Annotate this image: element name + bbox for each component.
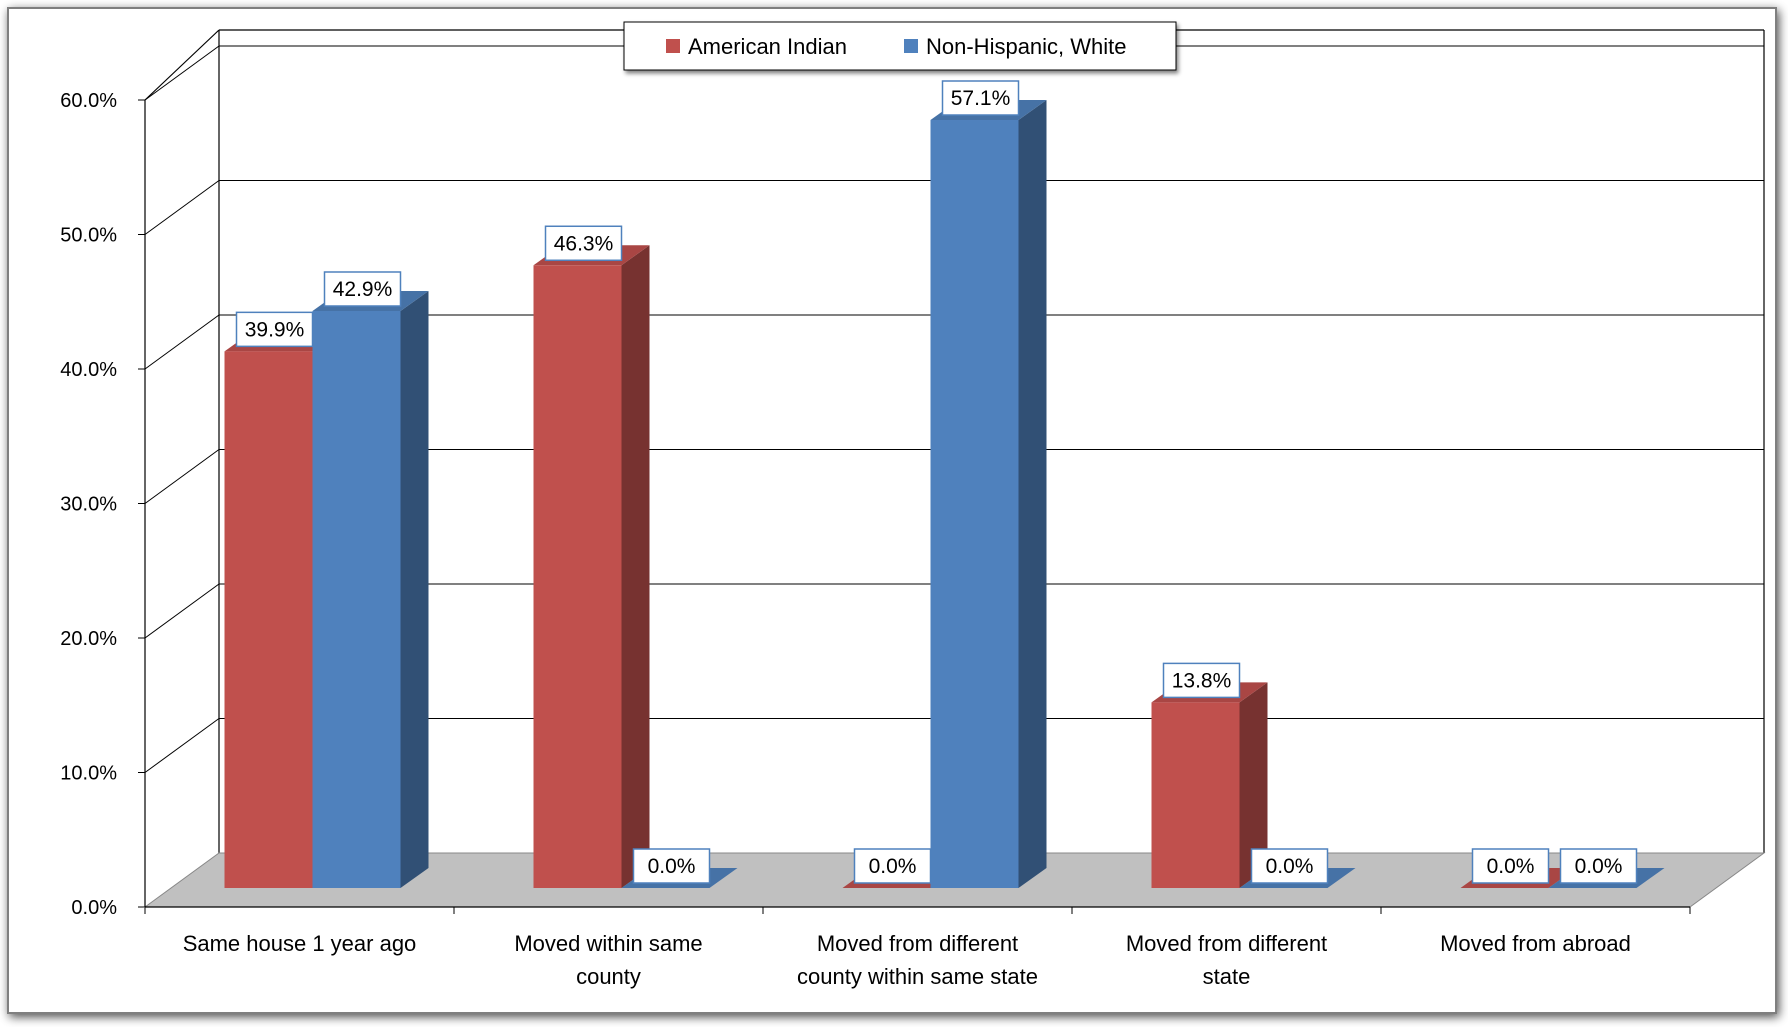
bar <box>533 265 622 888</box>
data-label-box <box>632 848 711 884</box>
gridline-side <box>144 718 220 773</box>
data-label: 0.0% <box>869 855 917 878</box>
data-label: 57.1% <box>951 87 1011 110</box>
legend-label: Non-Hispanic, White <box>926 34 1127 59</box>
data-label: 0.0% <box>1575 855 1623 878</box>
x-category-label: county within same state <box>797 964 1038 989</box>
y-tick-label: 0.0% <box>71 897 117 919</box>
bar <box>312 310 401 888</box>
data-label: 0.0% <box>1266 855 1314 878</box>
legend-label: American Indian <box>688 34 847 59</box>
data-label: 42.9% <box>333 278 393 301</box>
x-category-label: state <box>1203 964 1251 989</box>
bar-side <box>1239 682 1268 888</box>
x-category-label: Moved within same <box>514 931 702 956</box>
data-label-box <box>941 80 1020 116</box>
x-category-label: Moved from different <box>1126 931 1327 956</box>
data-label: 39.9% <box>245 318 305 341</box>
data-label: 13.8% <box>1172 669 1232 692</box>
y-tick-label: 30.0% <box>60 494 117 516</box>
data-label-box <box>1559 848 1638 884</box>
side-wall-top-edge <box>144 29 220 101</box>
x-category-label: Moved from different <box>817 931 1018 956</box>
gridline-side <box>144 180 220 235</box>
data-label: 0.0% <box>1487 855 1535 878</box>
y-tick-label: 10.0% <box>60 763 117 785</box>
x-category-label: county <box>576 964 641 989</box>
x-category-label: Moved from abroad <box>1440 931 1631 956</box>
data-label-box <box>1162 662 1241 699</box>
bar <box>930 120 1019 888</box>
bar-side <box>1018 100 1047 888</box>
legend-swatch <box>666 39 680 53</box>
gridline-side <box>144 583 220 639</box>
plot-area: 0.0% 10.0% 20.0% 30.0% 40.0% 50.0% 60.0% Same h… <box>60 29 1766 989</box>
data-label-box <box>323 271 402 307</box>
gridline-side <box>144 314 220 370</box>
data-label: 0.0% <box>648 855 696 878</box>
gridline-side <box>144 45 220 101</box>
data-label: 46.3% <box>554 232 614 255</box>
legend: American Indian Non-Hispanic, White <box>623 21 1177 71</box>
y-tick-label: 60.0% <box>60 90 117 112</box>
legend-box <box>623 21 1177 71</box>
gridline-side <box>144 449 220 504</box>
data-label-box <box>235 311 314 348</box>
bar <box>224 351 313 889</box>
x-category-label: Same house 1 year ago <box>183 931 417 956</box>
legend-swatch <box>904 39 918 53</box>
bar <box>1151 702 1240 888</box>
data-label-box <box>544 225 623 262</box>
y-tick-label: 40.0% <box>60 359 117 381</box>
data-label-box <box>1250 848 1329 884</box>
bar-side <box>621 245 650 888</box>
data-label-box <box>1471 848 1550 884</box>
y-tick-label: 20.0% <box>60 628 117 650</box>
bar-side <box>400 290 429 888</box>
data-label-box <box>853 848 932 884</box>
y-tick-label: 50.0% <box>60 225 117 247</box>
